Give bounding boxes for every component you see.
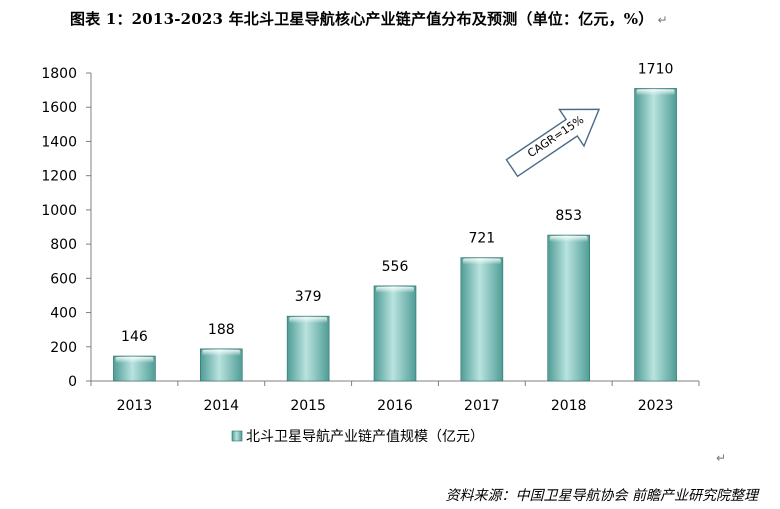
data-label: 721 <box>468 231 495 247</box>
data-label: 556 <box>382 259 409 275</box>
y-tick-label: 600 <box>50 271 77 287</box>
y-tick-label: 1400 <box>41 134 77 150</box>
x-tick-label: 2018 <box>551 398 587 414</box>
paragraph-mark-icon: ↵ <box>657 13 668 27</box>
x-tick-label: 2016 <box>377 398 413 414</box>
bar <box>547 234 591 382</box>
bar-highlight <box>462 258 501 265</box>
bar-highlight <box>549 236 588 243</box>
data-label: 146 <box>121 329 148 345</box>
y-tick-label: 1000 <box>41 203 77 219</box>
bar <box>634 88 677 382</box>
bar <box>373 285 417 382</box>
x-tick-label: 2014 <box>203 398 239 414</box>
y-tick-label: 1200 <box>41 169 77 185</box>
x-tick-label: 2013 <box>117 398 153 414</box>
x-tick-label: 2023 <box>638 398 674 414</box>
bar-highlight <box>202 349 241 356</box>
data-label: 1710 <box>638 61 674 77</box>
data-label: 379 <box>295 289 322 305</box>
chart-caption: 图表 1：2013-2023 年北斗卫星导航核心产业链产值分布及预测（单位：亿元… <box>70 8 668 29</box>
chart-labels: 146 2013 188 2014 379 2015 556 2016 721 2017 853 20… <box>117 61 674 414</box>
legend-label: 北斗卫星导航产业链产值规模（亿元） <box>246 429 484 445</box>
y-tick-label: 400 <box>50 306 77 322</box>
y-tick-label: 200 <box>50 340 77 356</box>
bar <box>286 315 330 382</box>
bar <box>460 257 504 382</box>
data-label: 853 <box>555 208 582 224</box>
bar-highlight <box>376 286 414 293</box>
cagr-arrow: CAGR=15% <box>505 108 601 178</box>
bar-highlight <box>115 357 154 364</box>
x-tick-label: 2017 <box>464 398 500 414</box>
y-tick-label: 0 <box>68 374 77 390</box>
bar-highlight <box>636 89 675 96</box>
chart-bars <box>113 88 677 382</box>
source-note: 资料来源：中国卫星导航协会 前瞻产业研究院整理 <box>445 488 758 504</box>
y-tick-label: 1600 <box>41 100 77 116</box>
caption-text: 图表 1：2013-2023 年北斗卫星导航核心产业链产值分布及预测（单位：亿元… <box>70 10 654 28</box>
x-tick-label: 2015 <box>290 398 326 414</box>
y-tick-label: 1800 <box>41 66 77 82</box>
paragraph-mark-icon-2: ↵ <box>716 451 727 465</box>
chart-legend[interactable]: 北斗卫星导航产业链产值规模（亿元） <box>231 429 484 445</box>
y-tick-label: 800 <box>50 237 77 253</box>
chart-axes: 0 200 400 600 800 1000 1200 1400 1600 1800 <box>41 66 700 390</box>
cagr-arrow-icon <box>505 108 601 178</box>
legend-swatch <box>231 430 243 442</box>
data-label: 188 <box>208 322 235 338</box>
bar-highlight <box>289 317 328 324</box>
